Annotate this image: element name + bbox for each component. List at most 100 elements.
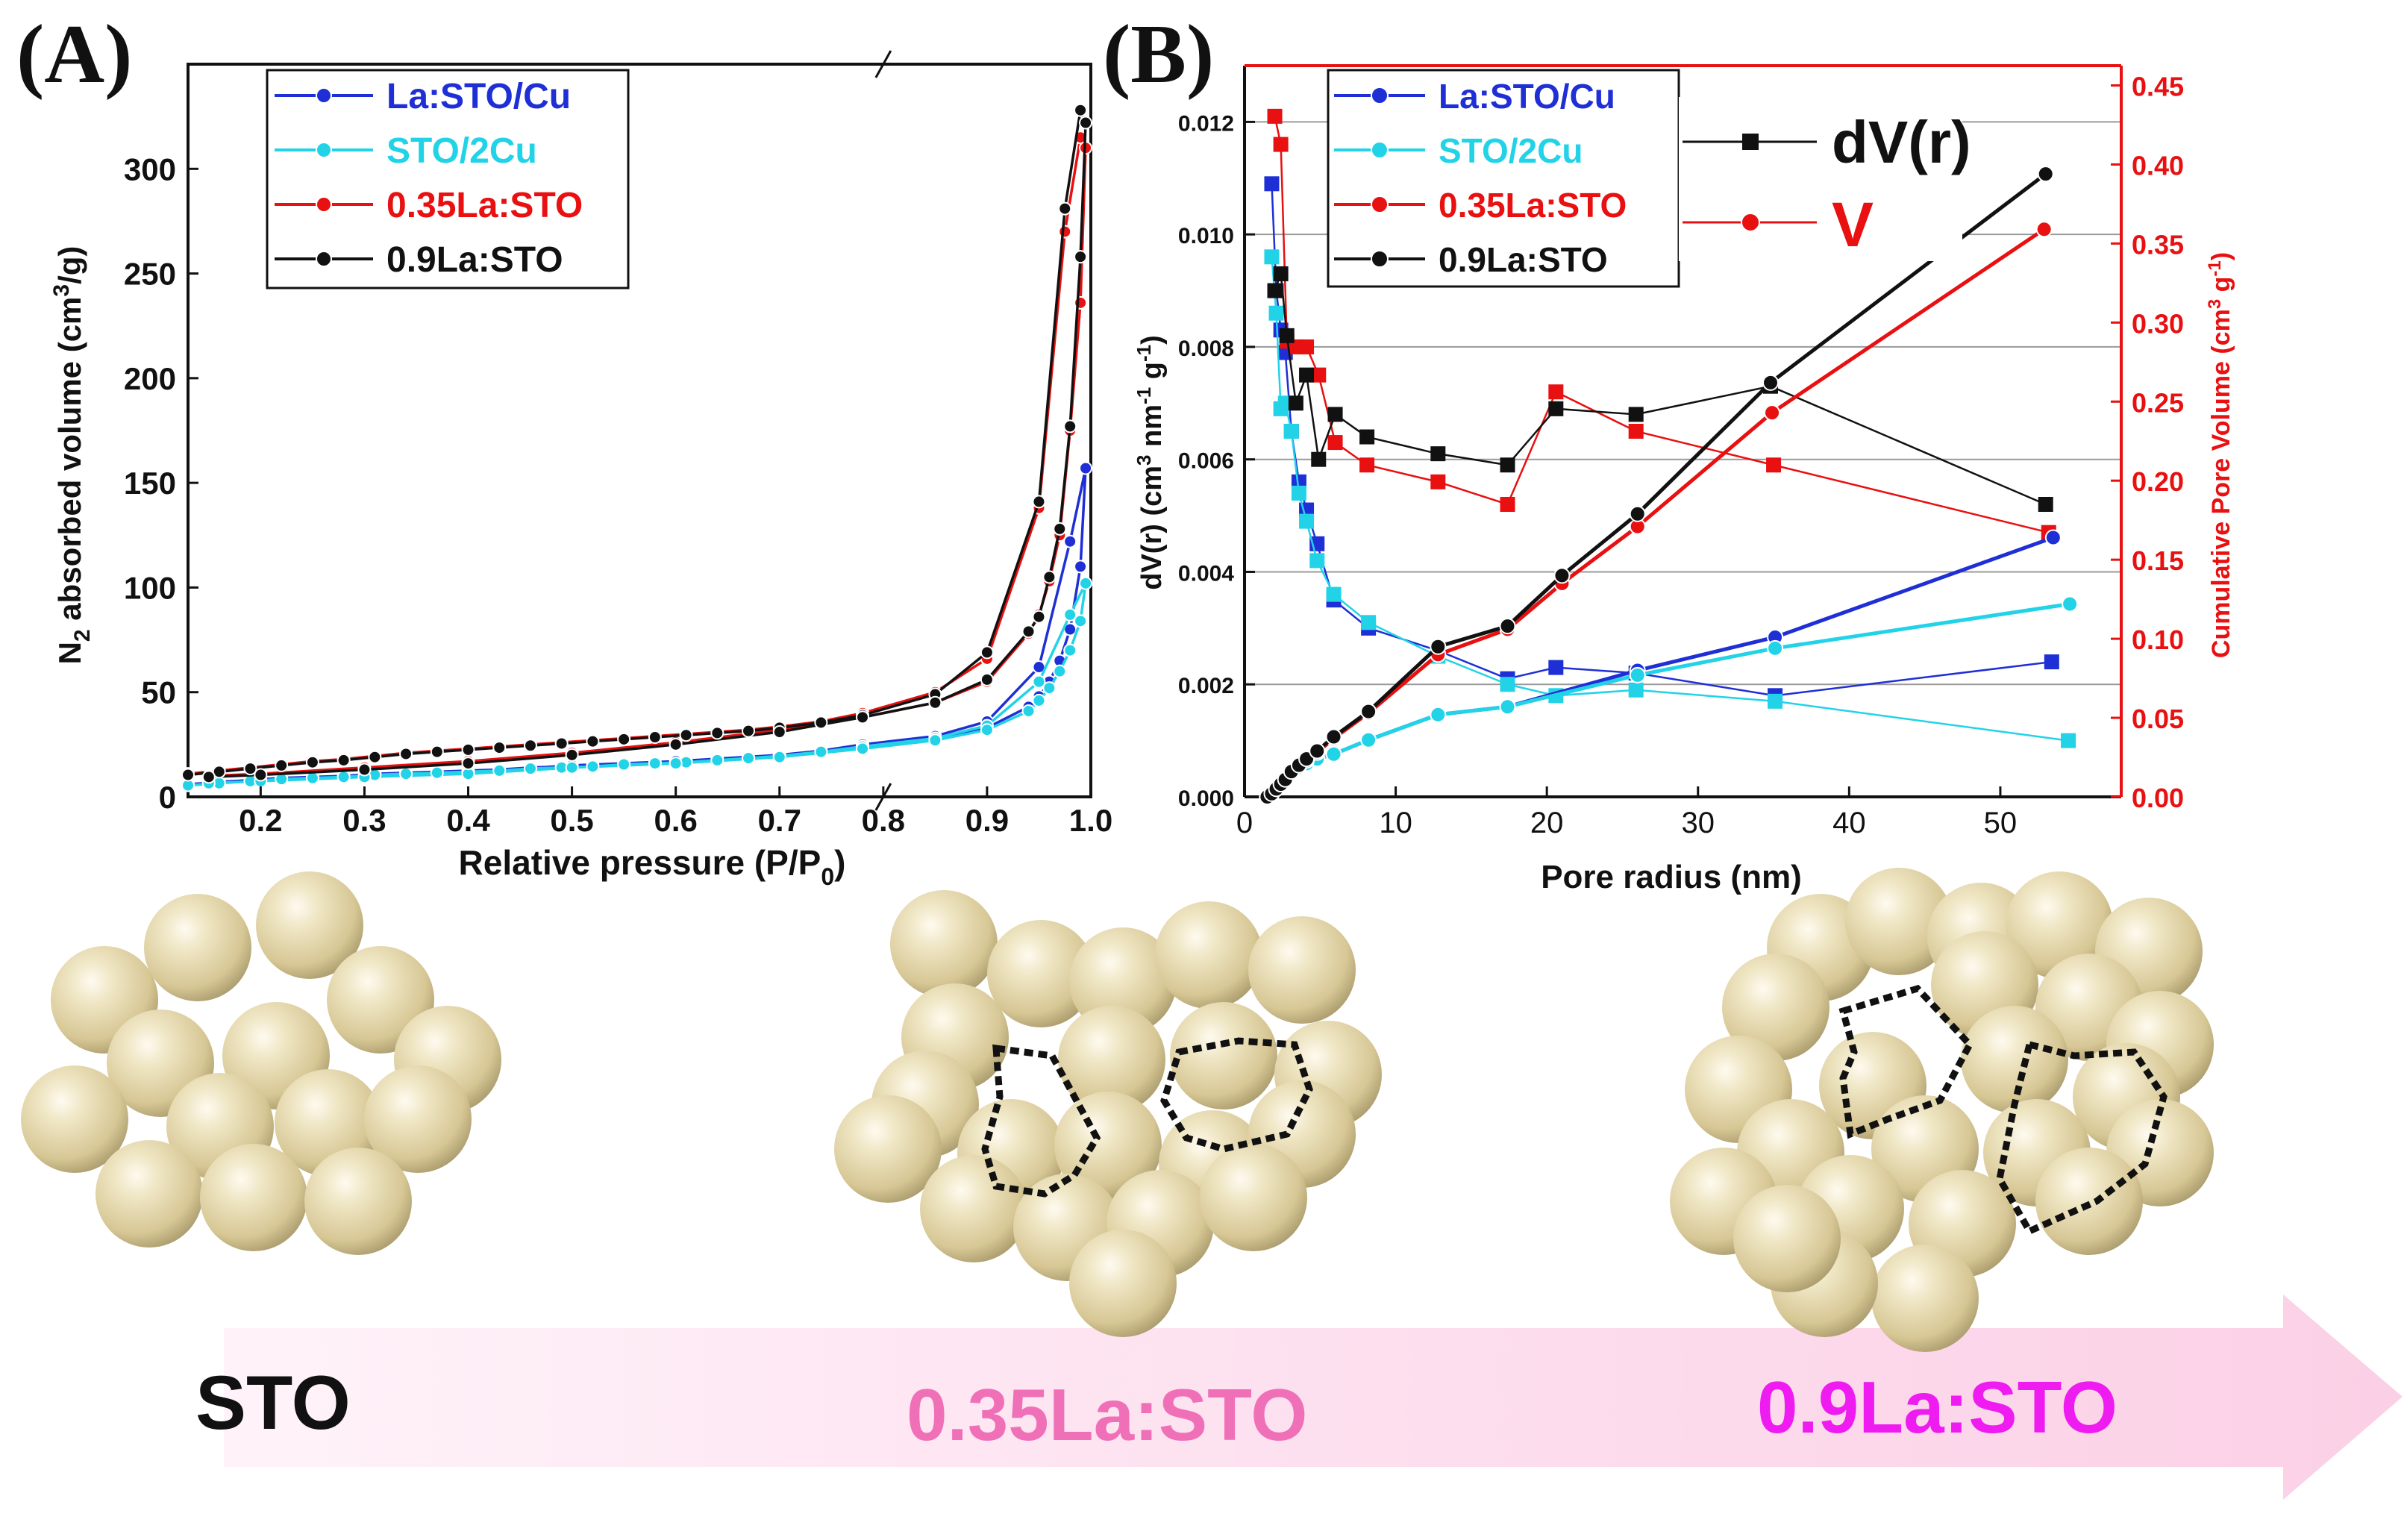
data-point	[212, 765, 226, 779]
data-point	[565, 760, 579, 774]
data-point	[461, 742, 475, 757]
data-point	[275, 758, 289, 772]
data-point	[1074, 560, 1088, 574]
y-tick-label-right: 0.15	[2132, 545, 2184, 576]
sphere	[256, 871, 363, 979]
data-point	[617, 732, 631, 746]
v-data-point	[1499, 698, 1516, 716]
legend-marker	[316, 142, 332, 158]
panel-a-xlabel: Relative pressure (P/P0)	[459, 843, 846, 890]
sphere	[1069, 927, 1177, 1035]
v-data-point	[1629, 666, 1646, 683]
sphere-clusters	[21, 868, 2214, 1352]
data-point	[814, 716, 828, 730]
data-point	[586, 760, 600, 774]
y-tick-label: 100	[124, 570, 176, 605]
y-tick-label-left: 0.010	[1178, 224, 1234, 248]
sphere	[1871, 1245, 1979, 1352]
panel-b: (B) 0 10 20 30 40 50 0.000 0.002 0.004 0.006 0.008…	[1103, 8, 2235, 895]
y-tick-label: 150	[124, 466, 176, 501]
v-series-line	[1265, 228, 2046, 799]
y-tick-label-right: 0.35	[2132, 229, 2184, 260]
v-series-line	[1265, 602, 2070, 799]
dv-data-point	[1267, 283, 1283, 298]
dv-data-point	[1264, 249, 1280, 265]
data-point	[648, 757, 662, 771]
sphere	[364, 1065, 472, 1173]
v-data-point	[2037, 166, 2054, 183]
data-point	[814, 745, 828, 759]
panel-b-legend: La:STO/Cu STO/2Cu 0.35La:STO 0.9La:STO	[1327, 69, 1680, 288]
dv-data-point	[1299, 513, 1315, 529]
dv-data-point	[1359, 457, 1375, 473]
data-point	[586, 734, 600, 748]
dv-data-point	[1291, 485, 1306, 501]
label-sto: STO	[195, 1360, 351, 1445]
y-tick-label: 50	[141, 675, 176, 710]
v-data-point	[1553, 567, 1571, 584]
v-data-point	[1309, 742, 1326, 760]
data-point	[357, 763, 372, 777]
data-point	[399, 747, 413, 761]
panel-b-ylabel-left: dV(r) (cm3 nm-1 g-1)	[1133, 335, 1168, 590]
sphere	[21, 1065, 128, 1173]
data-point	[337, 753, 351, 767]
v-data-point	[1360, 703, 1377, 720]
data-point	[742, 751, 756, 766]
data-point	[1032, 674, 1046, 689]
legend-label: STO/2Cu	[386, 131, 537, 171]
y-tick-label-right: 0.30	[2132, 308, 2184, 339]
label-09la-sto: 0.9La:STO	[1757, 1366, 2118, 1448]
data-point	[742, 724, 756, 738]
x-tick-label: 40	[1832, 807, 1866, 839]
data-point	[430, 766, 444, 780]
sphere	[920, 1155, 1027, 1262]
data-point	[565, 748, 579, 762]
legend-marker	[316, 87, 332, 104]
sphere	[1845, 868, 1953, 975]
data-point	[1032, 693, 1046, 707]
sphere	[1733, 1185, 1841, 1292]
dv-data-point	[1299, 367, 1315, 383]
v-data-point	[1764, 404, 1781, 422]
x-tick-label: 0.3	[342, 803, 386, 838]
x-tick-label: 0.5	[550, 803, 593, 838]
v-data-point	[1499, 618, 1516, 635]
dv-data-point	[1291, 474, 1306, 489]
dv-data-point	[1273, 137, 1289, 152]
legend-marker	[316, 196, 332, 213]
data-point	[1074, 250, 1088, 264]
dv-data-point	[1273, 266, 1289, 281]
dv-data-point	[1311, 367, 1327, 383]
v-data-point	[1430, 638, 1447, 655]
x-tick-label: 0.9	[965, 803, 1009, 838]
y-tick-label-right: 0.20	[2132, 466, 2184, 497]
pore-outline	[1996, 1040, 2167, 1236]
y-tick-label-left: 0.000	[1178, 786, 1234, 811]
panel-b-series	[1259, 108, 2079, 805]
data-point	[1032, 610, 1046, 624]
legend-label: STO/2Cu	[1439, 131, 1583, 170]
x-tick-label: 0	[1236, 807, 1253, 839]
legend-marker	[1371, 87, 1389, 104]
dv-data-point	[1326, 586, 1342, 602]
label-035la-sto: 0.35La:STO	[907, 1374, 1307, 1456]
dv-data-point	[1500, 677, 1515, 692]
dv-data-point	[1327, 435, 1343, 451]
data-point	[254, 768, 268, 782]
x-tick-label: 0.8	[862, 803, 905, 838]
dv-data-point	[1268, 305, 1284, 321]
y-tick-label-right: 0.40	[2132, 150, 2184, 181]
data-point	[1063, 643, 1077, 657]
data-point	[1021, 704, 1036, 718]
y-tick-label-right: 0.00	[2132, 783, 2184, 813]
y-tick-label-right: 0.25	[2132, 387, 2184, 418]
data-point	[181, 768, 195, 782]
y-tick-label-left: 0.002	[1178, 674, 1234, 698]
dv-data-point	[1628, 682, 1644, 698]
v-data-point	[1430, 706, 1447, 723]
type-legend-v: V	[1832, 190, 1874, 260]
y-tick-label-left: 0.004	[1178, 561, 1234, 586]
y-tick-label: 0	[159, 780, 176, 815]
dv-data-point	[1311, 451, 1327, 467]
